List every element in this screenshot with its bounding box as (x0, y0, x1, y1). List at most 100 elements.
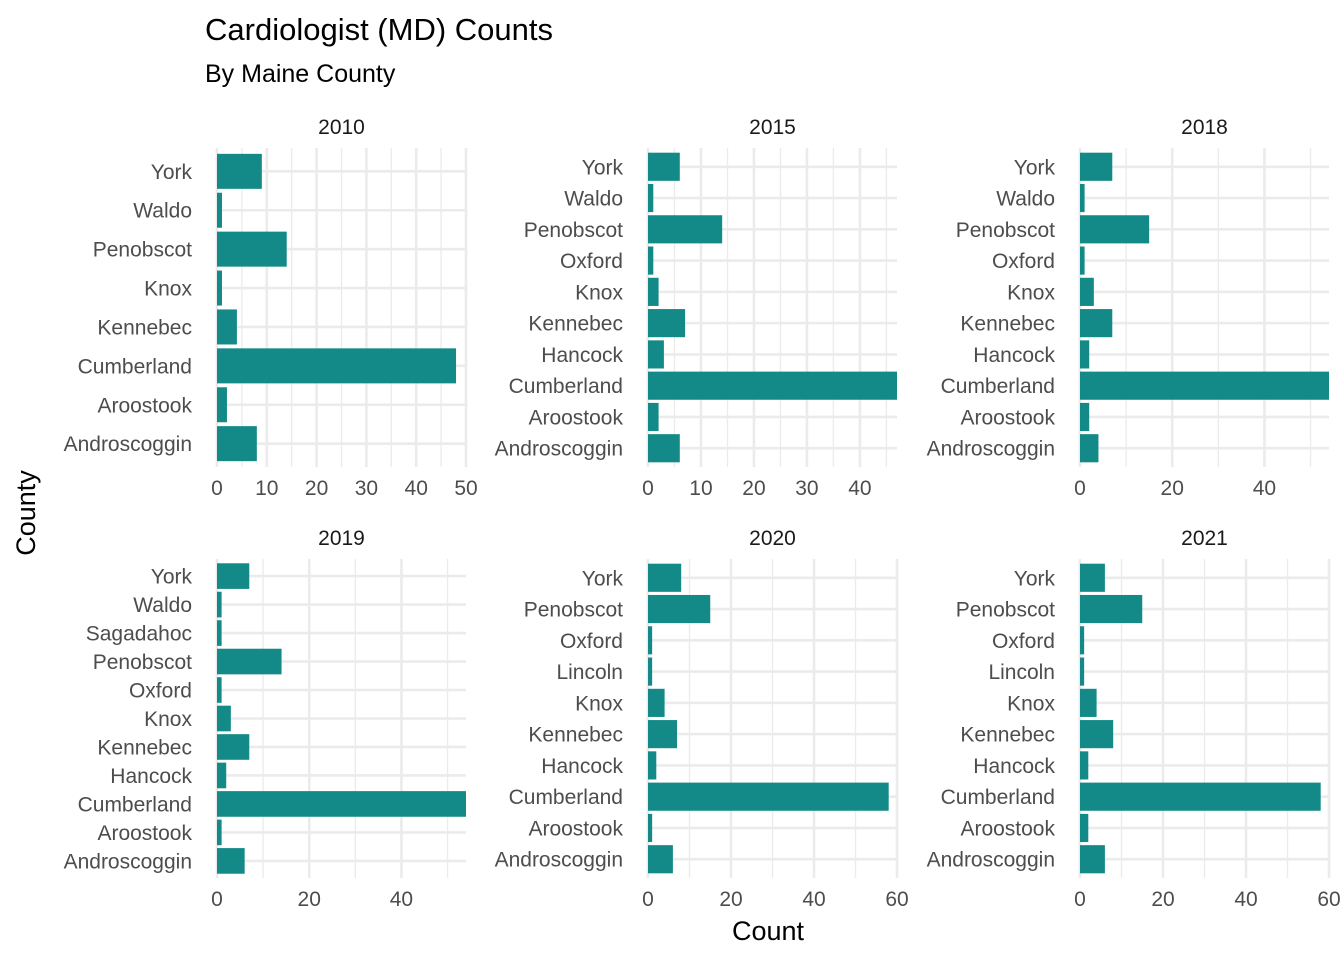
bar-york (1080, 152, 1113, 181)
category-label: Cumberland (509, 786, 623, 809)
x-tick-label: 10 (689, 477, 712, 500)
bar-kennebec (648, 309, 686, 338)
x-tick-label: 0 (211, 477, 223, 500)
category-label: Penobscot (93, 651, 192, 674)
category-label: Hancock (973, 344, 1055, 367)
bar-aroostook (648, 813, 653, 843)
bar-androscoggin (1080, 845, 1105, 874)
category-label: Waldo (133, 594, 192, 617)
bar-oxford (1080, 626, 1085, 655)
category-label: Kennebec (960, 724, 1055, 747)
panel-2021: 2021 Androscoggin Aroostook Cumberland Hanco… (927, 527, 1341, 911)
x-tick-label: 40 (1234, 888, 1257, 911)
category-label: Androscoggin (64, 433, 192, 456)
x-tick-label: 30 (795, 477, 818, 500)
chart-subtitle: By Maine County (205, 60, 396, 88)
category-label: Androscoggin (927, 438, 1055, 461)
category-label: Aroostook (528, 406, 623, 429)
panel-strip-label: 2020 (749, 527, 796, 550)
category-label: York (151, 566, 193, 589)
bar-knox (1080, 688, 1097, 717)
category-label: Cumberland (941, 375, 1055, 398)
category-label: Waldo (996, 188, 1055, 211)
x-tick-label: 20 (742, 477, 765, 500)
x-tick-label: 20 (305, 477, 328, 500)
bar-lincoln (648, 657, 653, 686)
category-label: Lincoln (988, 661, 1055, 684)
category-label: Kennebec (528, 313, 623, 336)
category-label: Cumberland (509, 375, 623, 398)
category-label: Kennebec (960, 313, 1055, 336)
x-tick-label: 20 (1161, 477, 1184, 500)
panel-strip-label: 2021 (1181, 527, 1228, 550)
bar-hancock (217, 762, 227, 789)
category-label: Androscoggin (495, 849, 623, 872)
bar-kennebec (1080, 720, 1114, 749)
category-label: Oxford (992, 630, 1055, 653)
bar-kennebec (217, 734, 250, 760)
category-label: Cumberland (78, 793, 192, 816)
bar-androscoggin (648, 845, 673, 874)
panel-2010: 2010AndroscogginAroostookCumberlandKenne… (64, 116, 478, 500)
category-label: Aroostook (960, 817, 1055, 840)
bar-hancock (1080, 751, 1089, 780)
panel-strip-label: 2010 (318, 116, 365, 139)
x-tick-label: 40 (405, 477, 428, 500)
bar-waldo (217, 192, 222, 228)
bar-york (217, 153, 262, 189)
bar-waldo (1080, 183, 1085, 213)
bar-cumberland (648, 371, 897, 400)
category-label: Hancock (541, 344, 623, 367)
category-label: Hancock (541, 755, 623, 778)
chart-title: Cardiologist (MD) Counts (205, 12, 553, 47)
bar-aroostook (1080, 813, 1089, 843)
category-label: Knox (144, 708, 192, 731)
bar-hancock (648, 751, 657, 780)
category-label: Aroostook (960, 406, 1055, 429)
bar-androscoggin (648, 434, 680, 463)
bar-york (1080, 563, 1105, 592)
bar-waldo (648, 183, 654, 213)
category-label: Androscoggin (927, 849, 1055, 872)
category-label: Kennebec (528, 724, 623, 747)
category-label: York (1014, 567, 1056, 590)
category-label: Aroostook (97, 822, 192, 845)
bar-waldo (217, 591, 222, 618)
bar-kennebec (217, 309, 237, 345)
category-label: Knox (1007, 281, 1055, 304)
bar-sagadahoc (217, 620, 222, 646)
category-label: Oxford (992, 250, 1055, 273)
bar-cumberland (1080, 371, 1329, 400)
x-tick-label: 0 (642, 888, 654, 911)
x-tick-label: 20 (298, 888, 321, 911)
bar-knox (1080, 277, 1094, 306)
category-label: Penobscot (93, 239, 192, 262)
category-label: Oxford (129, 680, 192, 703)
bar-aroostook (648, 402, 659, 432)
category-label: Waldo (133, 200, 192, 223)
panel-2015: 2015 Androscoggin Aroostook Cumberland Hanco… (495, 116, 897, 500)
x-tick-label: 40 (1253, 477, 1276, 500)
x-tick-label: 60 (1317, 888, 1340, 911)
x-tick-label: 40 (802, 888, 825, 911)
category-label: Kennebec (97, 736, 192, 759)
bar-knox (648, 688, 665, 717)
x-tick-label: 40 (390, 888, 413, 911)
category-label: Lincoln (556, 661, 623, 684)
bar-penobscot (217, 648, 282, 675)
bar-androscoggin (217, 848, 245, 874)
x-tick-label: 30 (355, 477, 378, 500)
category-label: Cumberland (78, 355, 192, 378)
panel-2020: 2020 Androscoggin Aroostook Cumberland Hanco… (495, 527, 909, 911)
bar-york (217, 563, 250, 589)
bar-penobscot (648, 215, 723, 244)
bar-knox (217, 270, 222, 306)
category-label: York (582, 156, 624, 179)
panel-2018: 2018 Androscoggin Aroostook Cumberland Hanco… (927, 116, 1329, 500)
bar-penobscot (648, 594, 711, 624)
category-label: Waldo (564, 188, 623, 211)
bar-kennebec (1080, 309, 1113, 338)
y-axis-label: County (11, 470, 41, 556)
bar-penobscot (1080, 215, 1150, 244)
